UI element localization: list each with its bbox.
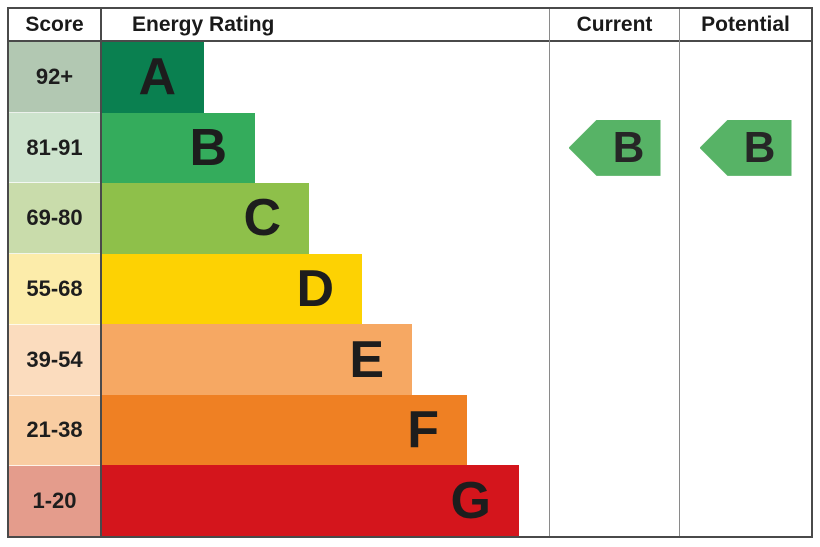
score-rows: 92+ 81-91 69-80 55-68 39-54 21-38 1-20 xyxy=(9,42,100,537)
current-column: Current B xyxy=(549,9,679,536)
potential-slot: B xyxy=(680,113,811,184)
potential-rating-arrow: B xyxy=(699,119,792,176)
current-slot xyxy=(550,395,679,466)
potential-slot xyxy=(680,42,811,113)
rating-bar-d: D xyxy=(102,253,362,325)
score-band-a: 92+ xyxy=(9,42,100,113)
rating-letter: A xyxy=(138,48,176,107)
rating-letter: C xyxy=(243,189,281,248)
rating-bar-row: G xyxy=(102,465,549,537)
score-range-label: 21-38 xyxy=(26,417,83,443)
epc-rating-chart: Score 92+ 81-91 69-80 55-68 39-54 21-38 1-20 E… xyxy=(7,7,813,538)
rating-bar-row: E xyxy=(102,324,549,395)
current-slot xyxy=(550,183,679,254)
rating-bar-g: G xyxy=(102,465,519,537)
rating-letter: F xyxy=(407,401,439,460)
rating-letter: E xyxy=(349,330,384,389)
potential-header: Potential xyxy=(680,9,811,42)
score-band-b: 81-91 xyxy=(9,112,100,184)
current-header: Current xyxy=(550,9,679,42)
score-band-c: 69-80 xyxy=(9,183,100,255)
score-range-label: 1-20 xyxy=(32,488,77,514)
rating-bar-row: C xyxy=(102,183,549,254)
potential-column: Potential B xyxy=(679,9,811,536)
score-band-d: 55-68 xyxy=(9,254,100,325)
rating-letter: D xyxy=(296,260,334,319)
potential-slot xyxy=(680,465,811,536)
potential-rows: B xyxy=(680,42,811,536)
current-rows: B xyxy=(550,42,679,536)
current-slot: B xyxy=(550,113,679,184)
rating-bar-c: C xyxy=(102,183,309,254)
current-rating-arrow: B xyxy=(568,119,661,176)
score-range-label: 69-80 xyxy=(26,205,83,231)
rating-bar-row: F xyxy=(102,394,549,466)
score-range-label: 39-54 xyxy=(26,346,83,372)
current-slot xyxy=(550,42,679,113)
rating-bar-e: E xyxy=(102,324,412,395)
rating-bar-row: D xyxy=(102,253,549,325)
rating-bar-row: A xyxy=(102,42,549,113)
score-column: Score 92+ 81-91 69-80 55-68 39-54 21-38 1-20 xyxy=(9,9,102,537)
potential-slot xyxy=(680,254,811,325)
current-slot xyxy=(550,324,679,395)
rating-letter: B xyxy=(189,118,227,177)
potential-rating-letter: B xyxy=(743,122,776,172)
score-band-e: 39-54 xyxy=(9,324,100,396)
score-band-f: 21-38 xyxy=(9,395,100,467)
potential-slot xyxy=(680,324,811,395)
score-band-g: 1-20 xyxy=(9,466,100,537)
current-rating-letter: B xyxy=(612,122,645,172)
score-range-label: 81-91 xyxy=(26,134,83,160)
potential-slot xyxy=(680,183,811,254)
rating-bar-a: A xyxy=(102,42,204,113)
score-range-label: 55-68 xyxy=(26,276,83,302)
rating-bar-row: B xyxy=(102,112,549,184)
current-slot xyxy=(550,465,679,536)
current-slot xyxy=(550,254,679,325)
energy-rating-header: Energy Rating xyxy=(102,9,549,42)
rating-bar-f: F xyxy=(102,394,467,466)
rating-bar-b: B xyxy=(102,112,255,184)
score-range-label: 92+ xyxy=(35,63,74,89)
rating-letter: G xyxy=(450,471,491,530)
potential-slot xyxy=(680,395,811,466)
score-header: Score xyxy=(9,9,100,42)
